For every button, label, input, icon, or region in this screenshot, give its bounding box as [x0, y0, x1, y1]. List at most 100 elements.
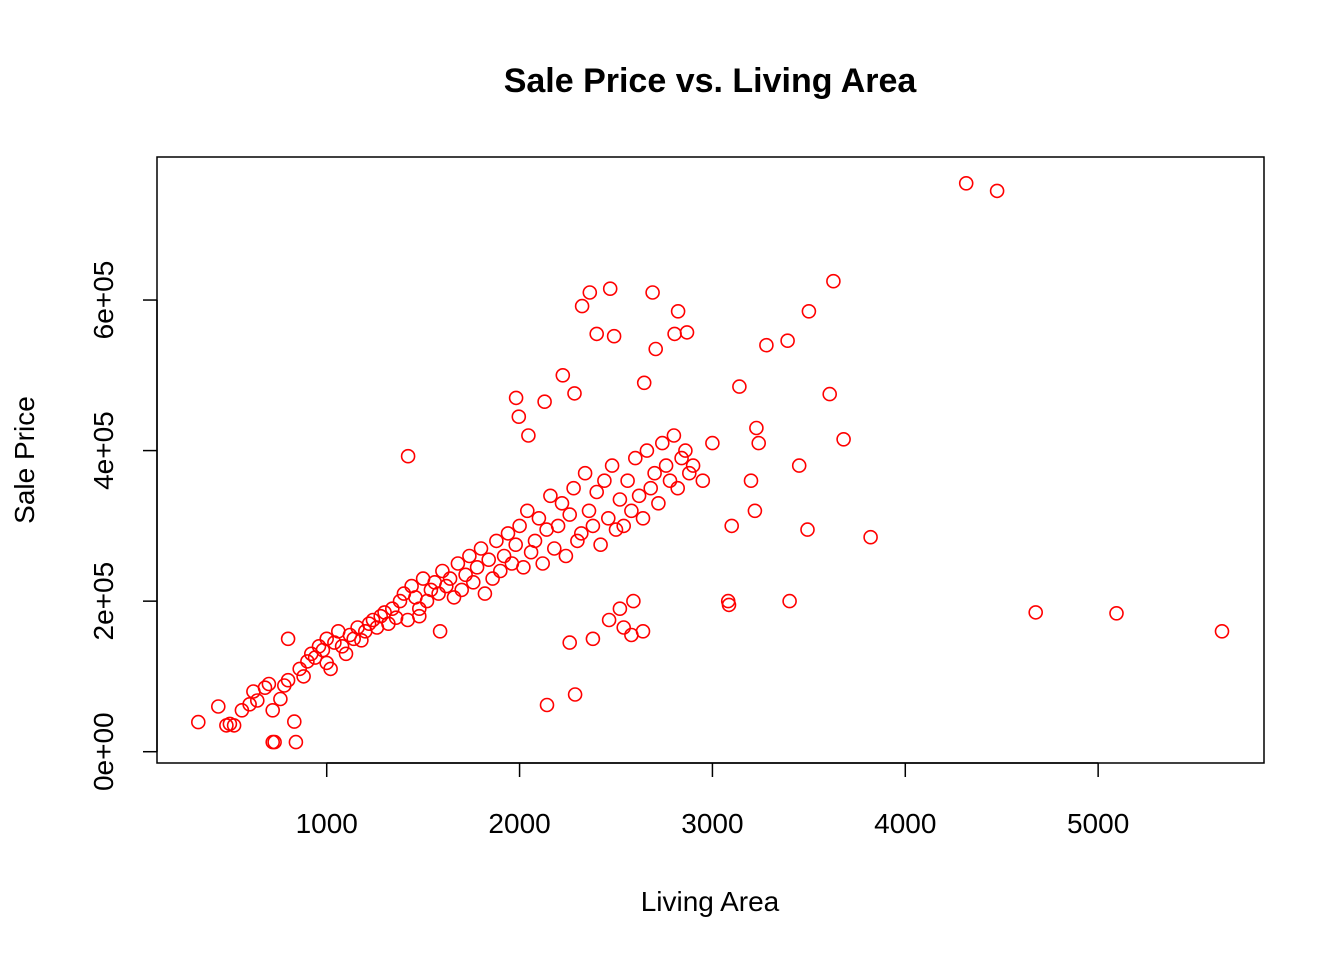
- data-point: [863, 529, 878, 545]
- data-point: [581, 503, 597, 519]
- data-point: [826, 273, 841, 289]
- chart-title: Sale Price vs. Living Area: [504, 62, 918, 100]
- data-point: [582, 285, 598, 300]
- data-point: [589, 484, 605, 500]
- data-point: [511, 409, 527, 425]
- data-point: [631, 488, 647, 504]
- data-point: [242, 696, 257, 712]
- data-point: [635, 623, 651, 639]
- data-point: [485, 571, 500, 586]
- data-point: [492, 563, 508, 579]
- data-point: [508, 390, 524, 406]
- x-axis: 1000 2000 3000 4000 5000: [296, 762, 1129, 839]
- data-point: [624, 503, 639, 519]
- data-point: [373, 608, 389, 624]
- data-point: [570, 533, 585, 549]
- data-point: [562, 635, 578, 650]
- data-point: [531, 510, 547, 526]
- data-point: [1214, 623, 1230, 639]
- data-point: [411, 601, 427, 617]
- y-tick-label: 4e+05: [88, 411, 119, 490]
- x-axis-label: Living Area: [641, 886, 780, 917]
- data-point: [724, 518, 740, 534]
- data-point: [481, 552, 497, 568]
- data-point: [589, 326, 605, 342]
- data-point: [273, 691, 288, 707]
- data-point: [438, 578, 454, 594]
- data-point: [800, 522, 815, 537]
- data-point: [759, 337, 774, 353]
- data-point: [521, 428, 536, 443]
- data-point: [678, 443, 693, 458]
- data-point: [292, 661, 308, 677]
- data-point: [300, 654, 315, 669]
- data-point: [519, 503, 535, 519]
- data-point: [626, 593, 641, 609]
- data-point: [458, 567, 473, 583]
- data-point: [612, 601, 628, 617]
- data-point: [670, 480, 686, 496]
- data-point: [585, 631, 601, 647]
- data-point: [411, 608, 427, 624]
- plot-frame: [156, 156, 1265, 764]
- data-point: [465, 574, 481, 590]
- data-point: [654, 435, 670, 451]
- data-point: [648, 341, 664, 357]
- data-point: [508, 537, 524, 553]
- data-point: [791, 458, 807, 473]
- data-point: [645, 285, 660, 300]
- data-point: [226, 718, 242, 733]
- data-point: [354, 632, 369, 648]
- data-point: [574, 298, 590, 314]
- data-point: [616, 518, 632, 534]
- data-point: [562, 507, 578, 522]
- data-point: [636, 375, 652, 391]
- data-point: [537, 394, 552, 410]
- data-point: [527, 533, 543, 549]
- data-point: [431, 586, 446, 601]
- data-point: [400, 448, 416, 464]
- data-point: [662, 473, 678, 489]
- data-point: [469, 559, 485, 575]
- data-point: [365, 612, 381, 628]
- data-point: [780, 333, 795, 349]
- data-point: [361, 616, 377, 632]
- data-point: [489, 533, 504, 549]
- data-point: [500, 526, 516, 541]
- y-tick-label: 2e+05: [88, 562, 119, 641]
- data-point: [338, 646, 354, 662]
- data-point: [1109, 605, 1124, 621]
- x-tick-label: 2000: [488, 808, 550, 839]
- data-point: [454, 582, 470, 598]
- data-point: [288, 734, 304, 750]
- data-point: [477, 586, 493, 601]
- data-point: [695, 473, 711, 489]
- data-point: [423, 582, 439, 598]
- data-point: [670, 303, 686, 319]
- data-point: [319, 631, 335, 647]
- y-tick-label: 0e+00: [88, 712, 119, 791]
- y-axis: 0e+00 2e+05 4e+05 6e+05: [88, 261, 158, 791]
- data-point: [782, 593, 797, 609]
- data-point: [191, 714, 206, 730]
- data-point: [593, 537, 608, 553]
- data-point: [751, 435, 767, 451]
- x-tick-label: 5000: [1067, 808, 1129, 839]
- data-point: [496, 548, 512, 564]
- data-point: [721, 597, 737, 613]
- data-point: [267, 734, 282, 750]
- data-point: [667, 326, 682, 342]
- data-point: [261, 676, 277, 692]
- data-point: [958, 176, 974, 191]
- data-point: [597, 473, 612, 489]
- y-tick-label: 6e+05: [88, 261, 119, 340]
- data-point: [1028, 605, 1043, 620]
- data-point: [643, 480, 659, 496]
- data-point: [566, 480, 581, 496]
- data-point: [600, 510, 616, 526]
- data-point: [822, 386, 838, 402]
- data-point: [651, 495, 666, 511]
- data-point: [567, 687, 583, 702]
- data-point: [801, 303, 817, 319]
